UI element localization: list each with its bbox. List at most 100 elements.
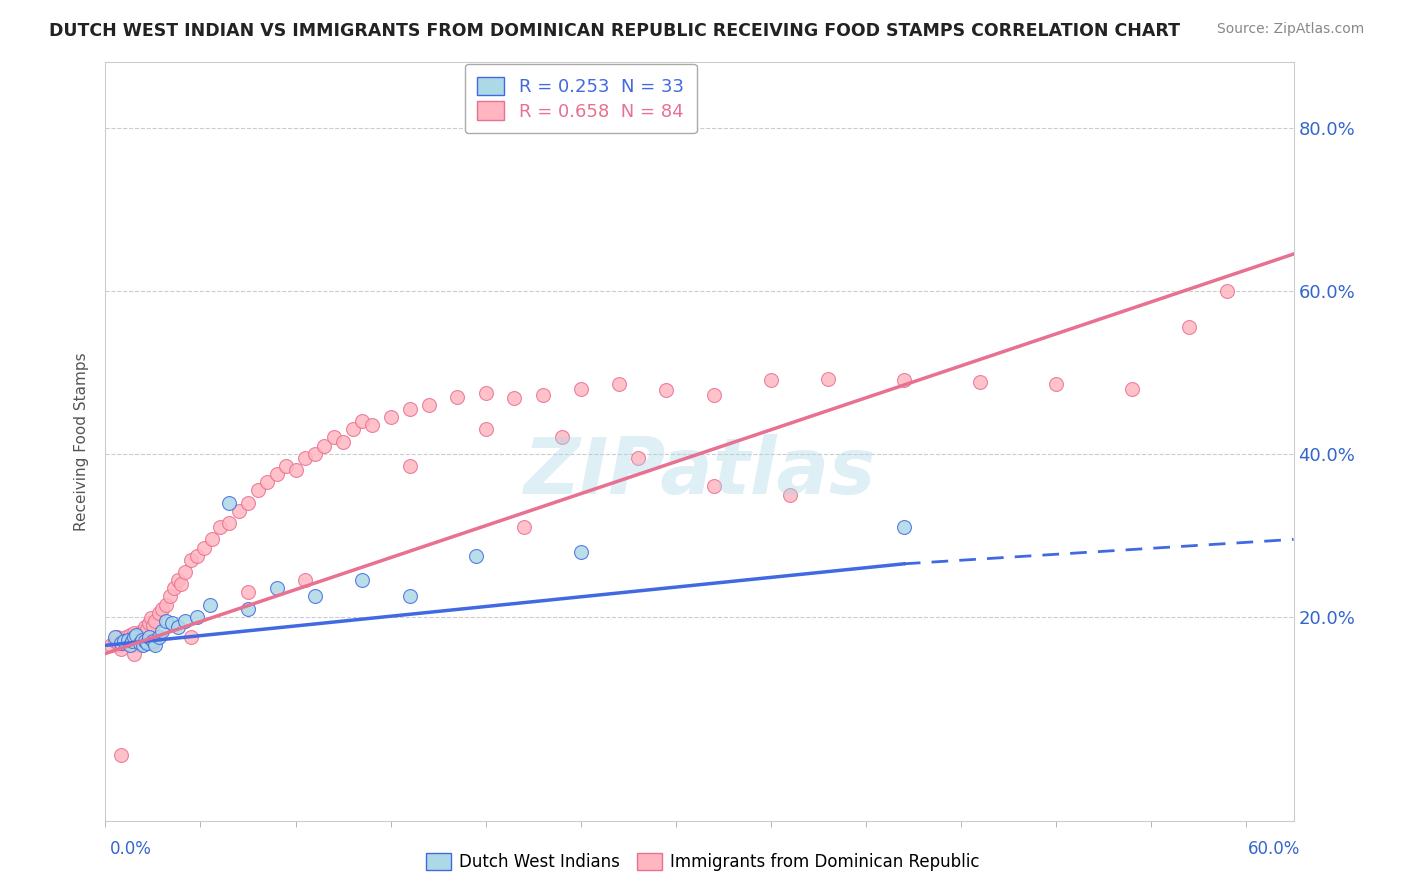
Point [418, 398, 440, 412]
Text: Source: ZipAtlas.com: Source: ZipAtlas.com [1216, 22, 1364, 37]
Point [143, 614, 166, 628]
Point [304, 590, 326, 604]
Point [236, 601, 259, 615]
Point [893, 373, 915, 387]
Point [228, 504, 250, 518]
Point [294, 573, 316, 587]
Point [114, 636, 136, 650]
Point [503, 392, 526, 406]
Point [607, 377, 630, 392]
Point [304, 447, 326, 461]
Point [131, 624, 153, 639]
Point [122, 626, 145, 640]
Point [131, 632, 153, 647]
Point [136, 622, 159, 636]
Point [122, 630, 145, 644]
Point [174, 614, 197, 628]
Point [274, 458, 297, 473]
Point [166, 619, 188, 633]
Point [127, 638, 149, 652]
Point [115, 630, 138, 644]
Point [360, 418, 382, 433]
Point [266, 582, 288, 596]
Point [100, 638, 122, 652]
Point [159, 590, 181, 604]
Point [779, 487, 801, 501]
Point [474, 385, 496, 400]
Point [174, 565, 197, 579]
Point [110, 636, 132, 650]
Point [398, 458, 420, 473]
Point [114, 634, 136, 648]
Point [117, 632, 139, 647]
Point [180, 630, 202, 644]
Point [163, 582, 186, 596]
Point [155, 614, 177, 628]
Point [193, 541, 215, 555]
Point [380, 410, 402, 425]
Point [170, 577, 193, 591]
Point [398, 401, 420, 416]
Point [398, 590, 420, 604]
Point [142, 618, 165, 632]
Text: 0.0%: 0.0% [110, 840, 152, 858]
Point [893, 520, 915, 534]
Point [186, 549, 208, 563]
Point [256, 475, 278, 490]
Point [531, 388, 554, 402]
Point [125, 632, 148, 647]
Point [474, 422, 496, 436]
Point [246, 483, 269, 498]
Point [128, 636, 150, 650]
Point [512, 520, 534, 534]
Legend: R = 0.253  N = 33, R = 0.658  N = 84: R = 0.253 N = 33, R = 0.658 N = 84 [465, 64, 696, 133]
Y-axis label: Receiving Food Stamps: Receiving Food Stamps [75, 352, 90, 531]
Legend: Dutch West Indians, Immigrants from Dominican Republic: Dutch West Indians, Immigrants from Domi… [418, 845, 988, 880]
Point [128, 630, 150, 644]
Point [627, 450, 650, 465]
Point [111, 632, 134, 647]
Point [134, 634, 156, 648]
Point [138, 630, 160, 644]
Point [1178, 320, 1201, 334]
Point [143, 638, 166, 652]
Point [352, 414, 374, 428]
Point [332, 434, 354, 449]
Point [155, 598, 177, 612]
Point [138, 616, 160, 631]
Point [152, 624, 174, 639]
Point [352, 573, 374, 587]
Point [180, 553, 202, 567]
Point [120, 628, 142, 642]
Point [465, 549, 488, 563]
Point [655, 383, 678, 397]
Point [120, 638, 142, 652]
Point [139, 611, 162, 625]
Point [142, 636, 165, 650]
Point [160, 616, 183, 631]
Point [817, 372, 839, 386]
Point [104, 634, 127, 648]
Point [703, 388, 725, 402]
Point [198, 598, 221, 612]
Point [1216, 284, 1239, 298]
Point [110, 642, 132, 657]
Point [186, 610, 208, 624]
Point [121, 638, 143, 652]
Point [134, 619, 156, 633]
Point [121, 634, 143, 648]
Point [284, 463, 307, 477]
Point [569, 544, 592, 558]
Text: 60.0%: 60.0% [1249, 840, 1301, 858]
Point [132, 626, 155, 640]
Point [342, 422, 364, 436]
Point [1121, 382, 1143, 396]
Point [266, 467, 288, 482]
Point [125, 628, 148, 642]
Point [236, 585, 259, 599]
Point [105, 630, 128, 644]
Point [122, 647, 145, 661]
Point [201, 533, 224, 547]
Point [148, 606, 170, 620]
Text: DUTCH WEST INDIAN VS IMMIGRANTS FROM DOMINICAN REPUBLIC RECEIVING FOOD STAMPS CO: DUTCH WEST INDIAN VS IMMIGRANTS FROM DOM… [49, 22, 1180, 40]
